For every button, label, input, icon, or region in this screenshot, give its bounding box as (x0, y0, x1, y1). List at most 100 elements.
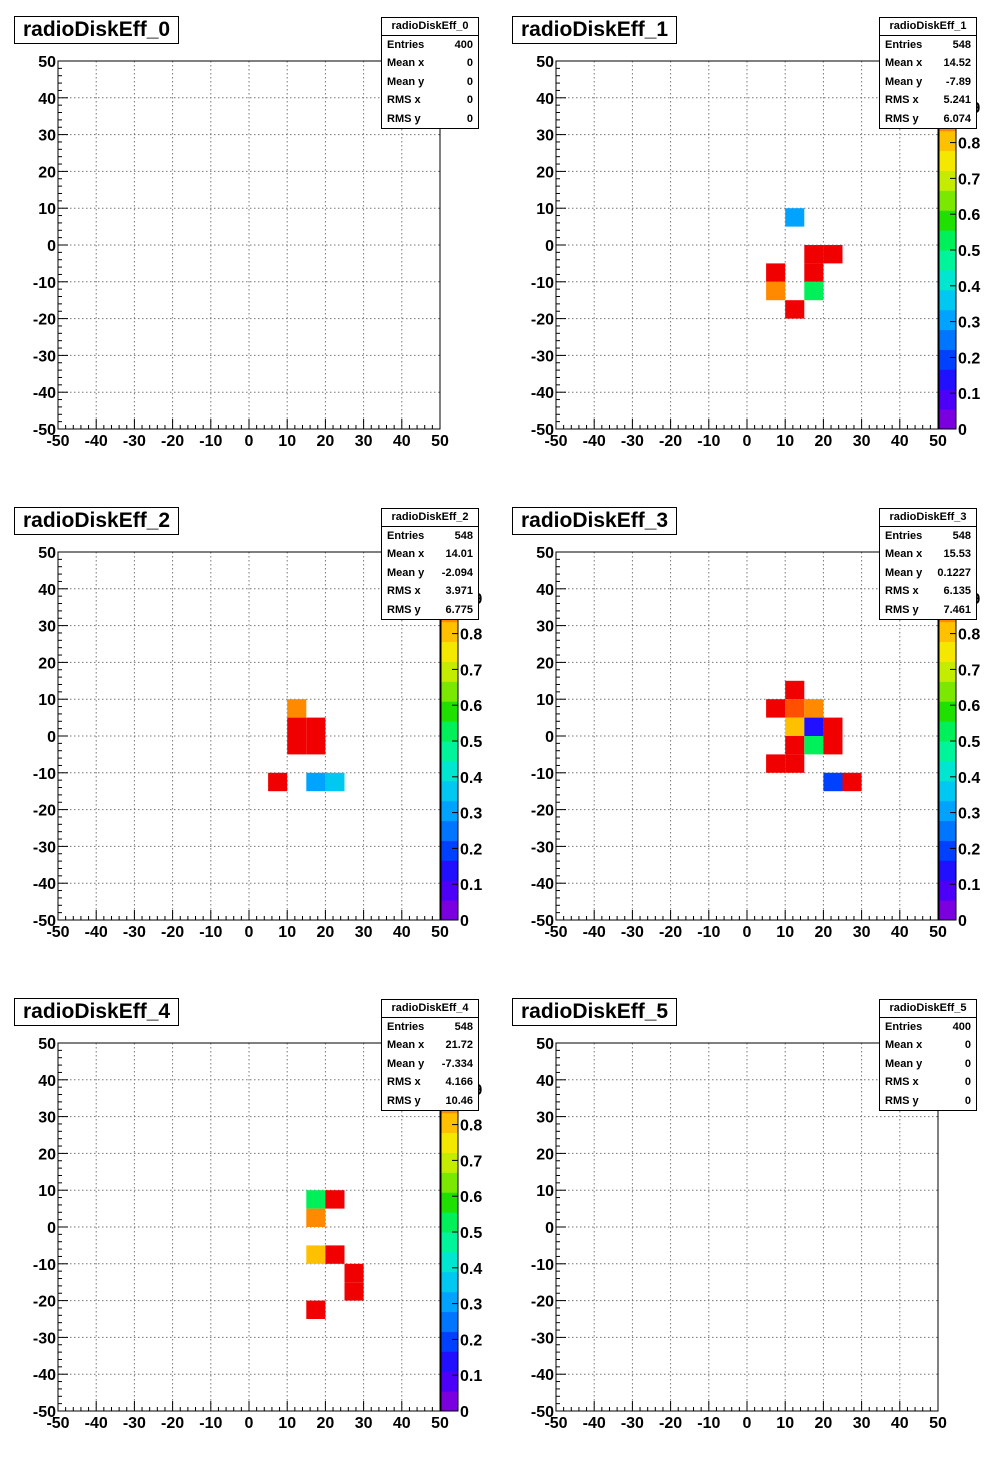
palette-tick-label: 0.5 (958, 734, 980, 751)
stats-value: 548 (952, 39, 971, 51)
panel-5: -50 -40 -30 -20 -10 0 10 20 30 40 50 -50 -40 -30 -20 -1… (498, 982, 996, 1473)
stats-value: -7.334 (441, 1057, 473, 1070)
palette-tick-label: 0.4 (958, 770, 980, 787)
palette-swatch (939, 309, 956, 331)
palette-swatch (939, 641, 956, 662)
palette-swatch (441, 880, 458, 901)
palette-tick-label: 0.2 (460, 841, 482, 858)
palette-swatch (441, 1112, 458, 1134)
palette-tick-label: 0.3 (958, 315, 980, 332)
x-tick-label: 0 (743, 1415, 752, 1432)
x-tick-label: -50 (46, 1415, 69, 1432)
x-tick-label: -40 (85, 1415, 108, 1432)
palette-swatch (441, 820, 458, 841)
stats-value: 14.52 (943, 57, 971, 70)
palette-swatch (441, 840, 458, 861)
stats-key: RMS x (387, 94, 421, 107)
palette-swatch (939, 800, 956, 822)
stats-row: RMS y 0 (880, 1092, 976, 1110)
y-tick-label: 40 (38, 582, 56, 599)
heatmap-cell (766, 281, 786, 301)
palette-swatch (939, 329, 956, 350)
palette-tick-label: 0.3 (460, 806, 482, 823)
palette-swatch (939, 681, 956, 702)
heatmap-cell (804, 263, 824, 282)
panel-1: -50 -40 -30 -20 -10 0 10 20 30 40 50 -50 -40 -30 -20 -1… (498, 0, 996, 491)
heatmap-cell (306, 736, 326, 755)
x-tick-label: 0 (743, 924, 752, 941)
y-tick-label: 40 (38, 1073, 56, 1090)
stats-box: radioDiskEff_5 Entries 400 Mean x 0 Mean y 0 RM… (879, 999, 977, 1111)
heatmap-cell (766, 754, 786, 773)
stats-row: RMS y 6.775 (382, 601, 478, 619)
stats-title: radioDiskEff_0 (382, 18, 478, 36)
heatmap-cell (344, 1263, 364, 1283)
palette-tick-label: 0.3 (958, 806, 980, 823)
stats-title: radioDiskEff_4 (382, 1000, 478, 1018)
x-tick-label: 10 (278, 924, 296, 941)
stats-key: Mean y (885, 566, 923, 579)
heatmap-cell (306, 1190, 326, 1209)
x-tick-label: -50 (46, 433, 69, 450)
stats-value: 6.775 (445, 603, 473, 616)
palette-swatch (939, 250, 956, 271)
stats-key: Mean y (387, 1057, 425, 1070)
palette-swatch (939, 880, 956, 901)
palette-swatch (441, 721, 458, 742)
stats-value: 4.166 (445, 1076, 473, 1089)
stats-box: radioDiskEff_0 Entries 400 Mean x 0 Mean y 0 RM… (381, 17, 479, 129)
palette-swatch (441, 1271, 458, 1293)
heatmap-cell (287, 736, 307, 755)
stats-value: 0 (964, 1094, 971, 1107)
palette-swatch (441, 1391, 458, 1412)
palette-swatch (939, 900, 956, 921)
x-tick-label: 10 (278, 433, 296, 450)
y-tick-label: 0 (47, 238, 56, 255)
y-tick-label: -50 (33, 913, 56, 930)
palette-tick-label: 0 (958, 913, 967, 930)
y-tick-label: -20 (33, 803, 56, 820)
palette-swatch (441, 1251, 458, 1273)
panel-title: radioDiskEff_3 (512, 507, 678, 535)
stats-value: 6.074 (943, 112, 971, 125)
panel-title: radioDiskEff_5 (512, 998, 678, 1026)
palette-tick-label: 0.5 (958, 243, 980, 260)
palette-swatch (441, 1192, 458, 1213)
y-tick-label: -40 (33, 876, 56, 893)
palette-swatch (939, 289, 956, 311)
stats-key: Entries (885, 1021, 923, 1033)
stats-key: RMS y (387, 1094, 421, 1107)
palette-tick-label: 0.6 (958, 698, 980, 715)
stats-value: 548 (454, 530, 473, 542)
stats-key: RMS x (885, 585, 919, 598)
x-tick-label: -40 (583, 924, 606, 941)
stats-key: Mean y (885, 1057, 923, 1070)
heatmap-cell (785, 717, 805, 736)
x-tick-label: -30 (621, 1415, 644, 1432)
palette-tick-label: 0.8 (958, 627, 980, 644)
stats-key: Entries (387, 530, 425, 542)
y-tick-label: 20 (536, 164, 554, 181)
y-tick-label: -50 (531, 422, 554, 439)
x-tick-label: 30 (853, 924, 871, 941)
stats-row: Mean y 0 (880, 1055, 976, 1073)
palette-tick-label: 0.6 (460, 1189, 482, 1206)
y-tick-label: 30 (536, 619, 554, 636)
y-tick-label: 20 (38, 655, 56, 672)
stats-row: RMS x 3.971 (382, 582, 478, 600)
x-tick-label: -20 (161, 924, 184, 941)
x-tick-label: 20 (317, 433, 335, 450)
heatmap-cell (785, 754, 805, 773)
palette-swatch (939, 190, 956, 211)
palette-tick-label: 0.6 (460, 698, 482, 715)
panel-title: radioDiskEff_1 (512, 16, 678, 44)
x-tick-label: 20 (317, 1415, 335, 1432)
x-tick-label: -10 (199, 1415, 222, 1432)
x-tick-label: -30 (621, 433, 644, 450)
stats-key: RMS y (885, 112, 919, 125)
palette-swatch (939, 409, 956, 430)
y-tick-label: 40 (38, 91, 56, 108)
stats-key: Mean x (387, 548, 425, 561)
palette-swatch (939, 621, 956, 643)
stats-box: radioDiskEff_2 Entries 548 Mean x 14.01 Mean … (381, 508, 479, 620)
